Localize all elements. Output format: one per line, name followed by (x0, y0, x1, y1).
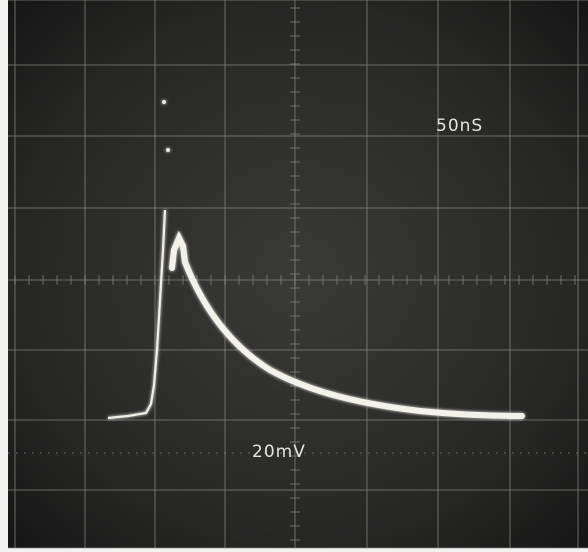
timebase-label: 50nS (436, 116, 483, 136)
trace-decay (169, 230, 525, 419)
trace (107, 100, 525, 420)
trace-dot (166, 148, 170, 152)
graticule (8, 0, 588, 549)
voltage-label: 20mV (252, 442, 306, 462)
trace-rise (107, 209, 167, 420)
trace-dot (162, 100, 166, 104)
